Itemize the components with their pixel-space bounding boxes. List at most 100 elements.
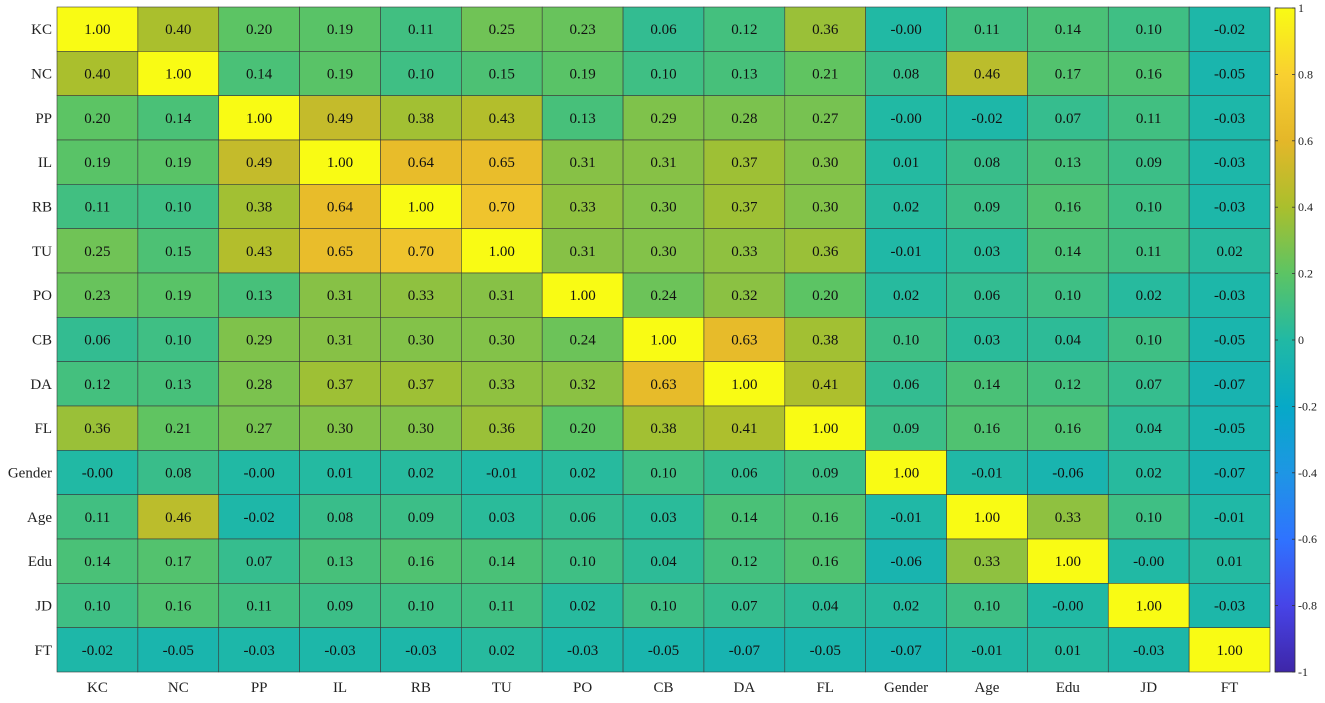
cell-value-label: 0.09 [974,200,1000,216]
heatmap-cell-fl-edu [1027,405,1109,451]
cell-value-label: 0.10 [570,554,596,570]
cell-value-label: 1.00 [650,333,676,349]
cell-value-label: 0.33 [731,244,757,260]
cell-value-label: 0.30 [489,333,515,349]
cell-value-label: 0.02 [570,599,596,615]
cell-value-label: 0.12 [731,22,757,38]
heatmap-cell-fl-po [541,405,624,451]
column-labels: KC NC PP IL RB TU PO CB DA FL Gender Age Edu JD FT [87,680,1238,696]
heatmap-cell-jd-jd [1107,583,1190,628]
row-label: PP [35,111,52,127]
heatmap-cell-po-age [946,272,1028,318]
cell-value-label: 0.12 [1055,377,1081,393]
heatmap-cell-gender-tu [461,450,543,495]
column-label: JD [1140,680,1157,696]
cell-value-label: -0.03 [324,643,355,659]
cell-value-label: -0.02 [971,111,1002,127]
cell-value-label: 0.04 [1136,421,1163,437]
cell-value-label: -0.00 [1133,554,1164,570]
heatmap-cell-da-kc [56,361,139,407]
heatmap-cell-ft-nc [137,627,220,673]
cell-value-label: 0.07 [246,554,273,570]
cell-value-label: 0.10 [165,200,191,216]
heatmap-cell-ft-edu [1027,627,1109,673]
heatmap-cell-kc-kc [56,6,139,52]
cell-value-label: -0.05 [1214,421,1245,437]
cell-value-label: 0.10 [650,466,676,482]
heatmap-cell-gender-cb [622,450,705,495]
heatmap-cell-kc-rb [380,6,462,52]
heatmap-cell-tu-po [541,228,624,274]
column-label: TU [492,680,512,696]
cell-value-label: 0.06 [893,377,920,393]
heatmap-cell-kc-fl [784,6,866,52]
heatmap-cell-gender-gender [865,450,947,495]
cell-value-label: 0.04 [1055,333,1082,349]
heatmap-cell-fl-age [946,405,1028,451]
column-label: PO [573,680,592,696]
heatmap-cell-po-ft [1188,272,1271,318]
heatmap-cell-po-jd [1107,272,1190,318]
cell-value-label: -0.03 [1133,643,1164,659]
cell-value-label: 0.32 [731,288,757,304]
cell-value-label: 0.16 [812,510,839,526]
cell-value-label: 0.02 [1136,466,1162,482]
heatmap-cell-cb-jd [1107,317,1190,362]
heatmap-cell-edu-jd [1107,538,1190,584]
cell-value-label: -0.05 [648,643,679,659]
heatmap-cell-tu-cb [622,228,705,274]
heatmap-cell-nc-fl [784,51,866,96]
cell-value-label: -0.02 [244,510,275,526]
heatmap-cell-age-fl [784,494,866,540]
heatmap-cell-pp-ft [1188,95,1271,141]
cell-value-label: 1.00 [408,200,434,216]
cell-value-label: 0.31 [489,288,515,304]
heatmap-cell-gender-po [541,450,624,495]
column-label: Gender [884,680,928,696]
heatmap-cells: 1.00 0.40 0.20 0.19 0.11 0.25 0.23 0.06 0.12 0.36… [56,6,1271,673]
heatmap-cell-edu-edu [1027,538,1109,584]
cell-value-label: -0.06 [890,554,922,570]
heatmap-cell-pp-age [946,95,1028,141]
cell-value-label: 0.13 [246,288,272,304]
cell-value-label: -0.05 [1214,333,1245,349]
cell-value-label: -0.03 [1214,599,1245,615]
heatmap-cell-rb-cb [622,184,705,229]
cell-value-label: 0.06 [84,333,111,349]
colorbar-tick-label: -0.6 [1298,532,1317,546]
heatmap-cell-tu-fl [784,228,866,274]
heatmap-cell-rb-edu [1027,184,1109,229]
heatmap-cell-cb-pp [218,317,300,362]
heatmap-cell-ft-po [541,627,624,673]
heatmap-cell-da-ft [1188,361,1271,407]
cell-value-label: 0.63 [731,333,757,349]
row-label: NC [31,67,52,83]
cell-value-label: 0.36 [84,421,111,437]
heatmap-cell-gender-jd [1107,450,1190,495]
heatmap-cell-gender-nc [137,450,220,495]
heatmap-cell-da-rb [380,361,462,407]
heatmap-cell-gender-ft [1188,450,1271,495]
cell-value-label: 0.01 [893,155,919,171]
cell-value-label: 0.20 [84,111,110,127]
heatmap-cell-tu-nc [137,228,220,274]
heatmap-cell-cb-fl [784,317,866,362]
cell-value-label: 0.64 [327,200,354,216]
heatmap-cell-kc-ft [1188,6,1271,52]
cell-value-label: 0.20 [570,421,596,437]
cell-value-label: 0.63 [650,377,676,393]
cell-value-label: 0.10 [650,599,676,615]
cell-value-label: 0.65 [327,244,353,260]
heatmap-cell-rb-age [946,184,1028,229]
cell-value-label: 0.37 [408,377,435,393]
heatmap-cell-po-rb [380,272,462,318]
heatmap-cell-ft-kc [56,627,139,673]
heatmap-cell-jd-fl [784,583,866,628]
heatmap-cell-da-nc [137,361,220,407]
heatmap-cell-cb-rb [380,317,462,362]
heatmap-cell-nc-jd [1107,51,1190,96]
colorbar-tick-label: 1 [1298,1,1304,15]
heatmap-cell-fl-tu [461,405,543,451]
cell-value-label: 0.11 [974,22,1000,38]
cell-value-label: 0.14 [84,554,111,570]
